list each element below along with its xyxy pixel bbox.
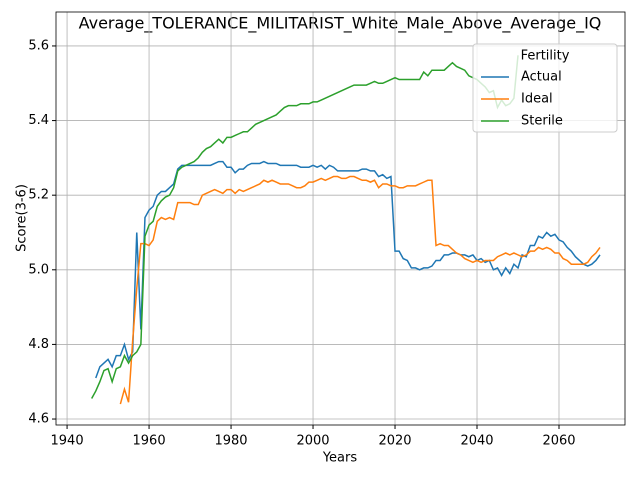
x-tick-label: 2040 [460, 434, 493, 449]
y-tick-label: 4.8 [28, 337, 49, 352]
series-line [119, 175, 601, 405]
x-tick-label: 2020 [378, 434, 411, 449]
y-tick-label: 5.0 [28, 262, 49, 277]
y-tick-label: 5.2 [28, 188, 49, 203]
y-tick-label: 5.6 [28, 38, 49, 53]
x-tick-label: 1960 [133, 434, 166, 449]
y-axis-label: Score(3-6) [15, 184, 30, 252]
legend-label: Ideal [521, 92, 553, 107]
legend-box [472, 43, 618, 133]
chart-title: Average_TOLERANCE_MILITARIST_White_Male_… [79, 14, 602, 34]
legend-label: Actual [521, 70, 562, 85]
y-tick-label: 4.6 [28, 412, 49, 427]
x-tick-label: 1980 [214, 434, 247, 449]
legend-title: Fertility [521, 49, 570, 64]
legend-label: Sterile [521, 114, 563, 129]
x-tick-label: 2060 [542, 434, 575, 449]
series-line [95, 160, 601, 379]
y-tick-label: 5.4 [28, 113, 49, 128]
legend: Fertility Actual Ideal Sterile [472, 43, 618, 133]
plot-frame [55, 11, 626, 426]
x-axis-label: Years [322, 451, 358, 466]
x-tick-label: 1940 [51, 434, 84, 449]
x-tick-label: 2000 [296, 434, 329, 449]
series-line [91, 55, 519, 399]
